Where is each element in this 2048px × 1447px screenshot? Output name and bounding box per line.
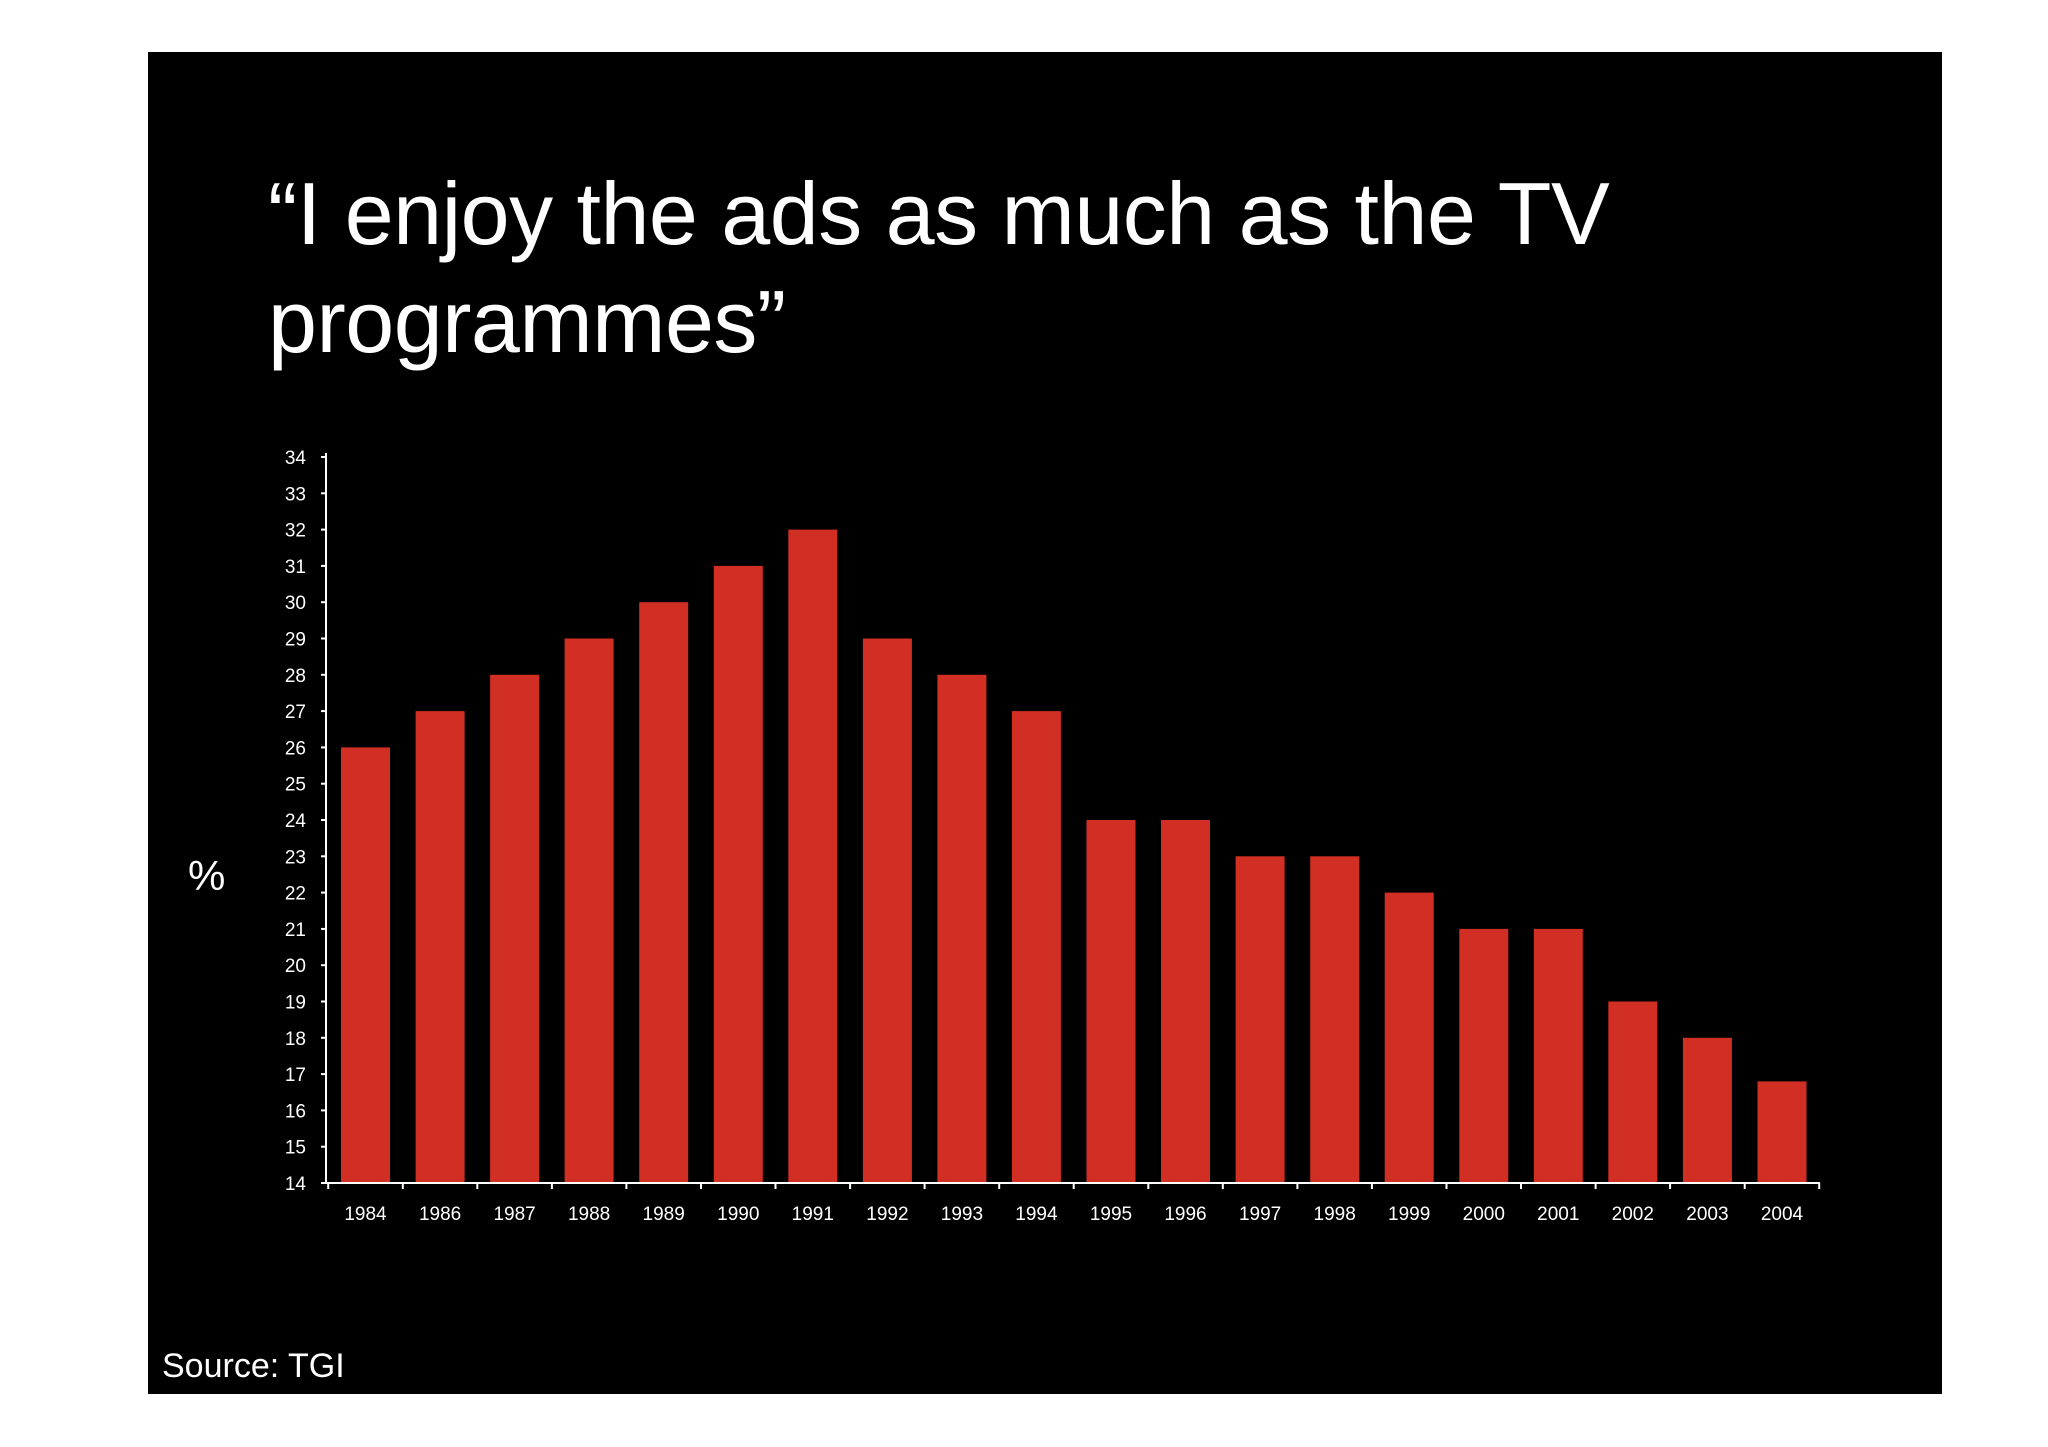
y-tick-label-20: 20 <box>285 956 306 977</box>
x-tick-label-1998: 1998 <box>1314 1204 1356 1225</box>
y-tick-label-14: 14 <box>285 1174 307 1195</box>
y-tick-label-17: 17 <box>285 1065 306 1086</box>
x-tick-label-1992: 1992 <box>866 1204 908 1225</box>
y-tick-label-27: 27 <box>285 702 306 723</box>
bar-1997 <box>1235 856 1285 1183</box>
slide-title: “I enjoy the ads as much as the TV progr… <box>268 164 1610 371</box>
x-tick-label-1988: 1988 <box>568 1204 610 1225</box>
bar-2000 <box>1459 928 1509 1183</box>
x-tick-label-2001: 2001 <box>1537 1204 1579 1225</box>
y-tick-label-16: 16 <box>285 1101 306 1122</box>
y-tick-label-34: 34 <box>285 448 307 469</box>
bar-1994 <box>1011 711 1061 1183</box>
x-tick-label-1990: 1990 <box>717 1204 759 1225</box>
y-tick-label-33: 33 <box>285 484 306 505</box>
x-tick-label-1994: 1994 <box>1015 1204 1058 1225</box>
x-tick-label-1997: 1997 <box>1239 1204 1281 1225</box>
bar-1996 <box>1161 820 1210 1183</box>
bar-2001 <box>1533 928 1583 1183</box>
source-note: Source: TGI <box>162 1347 345 1385</box>
y-tick-label-28: 28 <box>285 666 306 687</box>
bar-1986 <box>415 711 465 1183</box>
x-tick-label-1989: 1989 <box>643 1204 685 1225</box>
bar-2004 <box>1757 1081 1807 1183</box>
y-tick-label-22: 22 <box>285 884 306 905</box>
bar-2003 <box>1682 1037 1732 1183</box>
y-tick-label-18: 18 <box>285 1029 306 1050</box>
bar-1984 <box>341 747 390 1183</box>
bar-1993 <box>937 674 987 1183</box>
x-tick-label-2003: 2003 <box>1686 1204 1728 1225</box>
bar-1987 <box>490 674 540 1183</box>
y-tick-label-29: 29 <box>285 630 306 651</box>
y-tick-label-26: 26 <box>285 738 306 759</box>
bar-1988 <box>564 638 614 1183</box>
bar-1991 <box>788 529 838 1183</box>
bar-1995 <box>1086 820 1136 1183</box>
x-tick-label-1999: 1999 <box>1388 1204 1430 1225</box>
bar-1992 <box>862 638 912 1183</box>
x-tick-label-2000: 2000 <box>1463 1204 1505 1225</box>
y-tick-label-15: 15 <box>285 1138 306 1159</box>
x-tick-label-1991: 1991 <box>792 1204 834 1225</box>
y-tick-label-30: 30 <box>285 593 306 614</box>
slide: “I enjoy the ads as much as the TV progr… <box>148 52 1942 1394</box>
x-tick-label-1987: 1987 <box>493 1204 535 1225</box>
bar-1990 <box>713 565 763 1183</box>
y-tick-label-23: 23 <box>285 847 306 868</box>
x-tick-label-1993: 1993 <box>941 1204 983 1225</box>
bar-1998 <box>1310 856 1360 1183</box>
y-tick-label-32: 32 <box>285 521 306 542</box>
y-axis-label: % <box>188 852 226 899</box>
y-tick-label-24: 24 <box>285 811 307 832</box>
x-tick-label-1995: 1995 <box>1090 1204 1132 1225</box>
y-tick-label-25: 25 <box>285 775 306 796</box>
x-tick-label-1984: 1984 <box>344 1204 387 1225</box>
bar-1989 <box>639 602 689 1183</box>
y-tick-label-19: 19 <box>285 993 306 1014</box>
bar-1999 <box>1384 892 1434 1183</box>
bar-chart: 14 15 16 17 18 19 20 21 22 23 24 25 26 27 28 29 30 31 32 33… <box>285 448 1821 1225</box>
bar-2002 <box>1608 1001 1658 1183</box>
x-tick-label-2004: 2004 <box>1761 1204 1804 1225</box>
y-tick-label-21: 21 <box>285 920 306 941</box>
y-tick-label-31: 31 <box>285 557 306 578</box>
x-tick-label-2002: 2002 <box>1612 1204 1654 1225</box>
x-tick-label-1986: 1986 <box>419 1204 461 1225</box>
x-tick-label-1996: 1996 <box>1164 1204 1206 1225</box>
